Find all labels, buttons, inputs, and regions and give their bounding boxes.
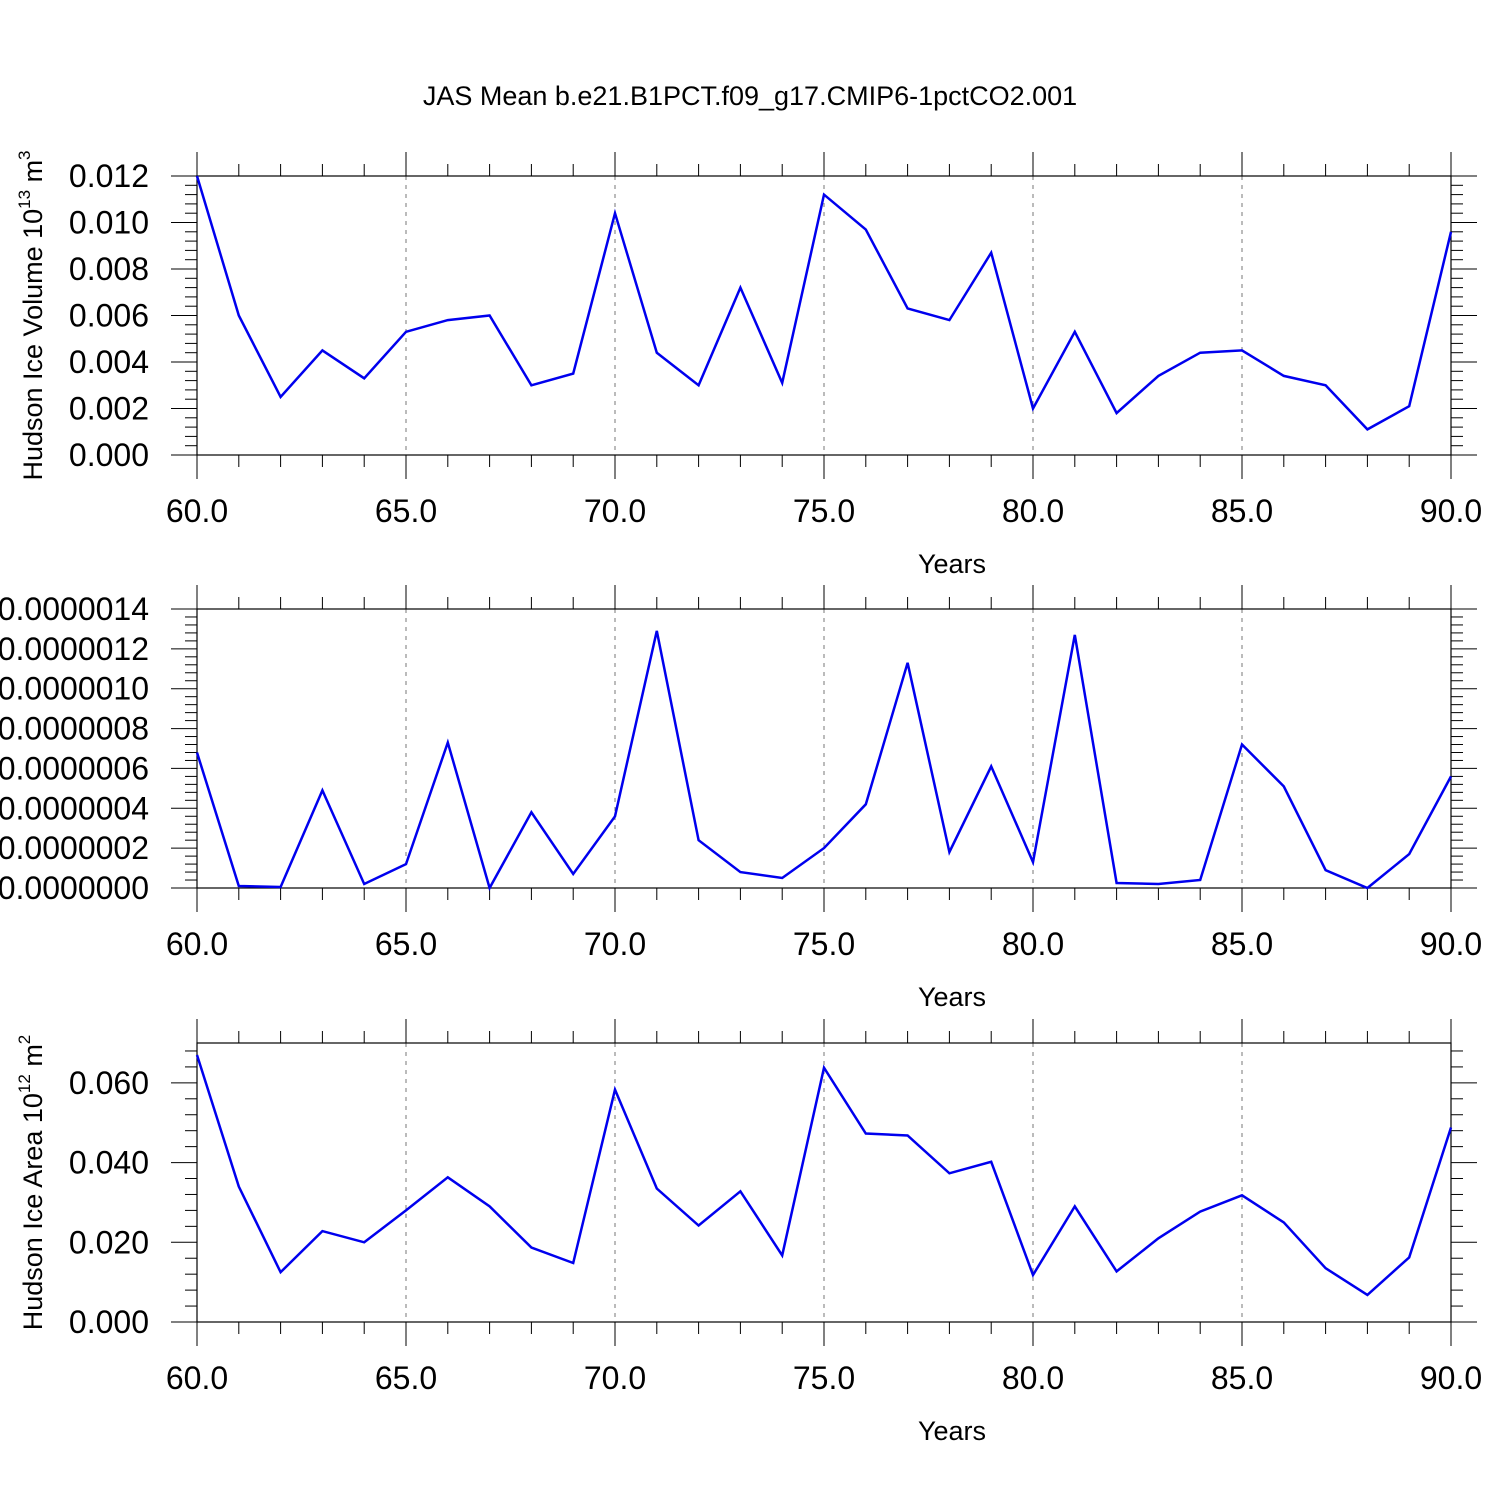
panel-3: 60.0 65.0 70.0 75.0 80.0 85.0 90.0 0.000 0.020 0.… xyxy=(15,1019,1482,1446)
y-tick-label: 0.0000014 xyxy=(0,591,149,627)
y-tick-label: 0.004 xyxy=(69,344,149,380)
y-axis-title: Hudson Ice Area 1012 m2 xyxy=(15,1035,48,1331)
x-tick-label: 65.0 xyxy=(375,493,437,529)
x-axis-title: Years xyxy=(918,982,986,1012)
x-tick-label: 70.0 xyxy=(584,493,646,529)
series-line xyxy=(195,1054,1453,1297)
y-tick-label: 0.002 xyxy=(69,391,149,427)
x-axis-title: Years xyxy=(918,549,986,579)
x-tick-label: 85.0 xyxy=(1211,926,1273,962)
y-tick-label: 0.006 xyxy=(69,298,149,334)
x-tick-label: 80.0 xyxy=(1002,1360,1064,1396)
y-tick-label: 0.0000008 xyxy=(0,711,149,747)
y-tick-label: 0.040 xyxy=(69,1145,149,1181)
series-line xyxy=(195,175,1453,431)
x-tick-label: 60.0 xyxy=(166,493,228,529)
y-axis-title: Hudson Ice Volume 1013 m3 xyxy=(15,150,48,480)
y-tick-label: 0.0000010 xyxy=(0,671,149,707)
x-tick-label: 60.0 xyxy=(166,926,228,962)
x-tick-label: 75.0 xyxy=(793,493,855,529)
y-tick-label: 0.0000012 xyxy=(0,631,149,667)
chart-title: JAS Mean b.e21.B1PCT.f09_g17.CMIP6-1pctC… xyxy=(423,81,1077,111)
x-tick-label: 90.0 xyxy=(1420,1360,1482,1396)
series-line xyxy=(195,630,1453,892)
y-tick-label: 0.060 xyxy=(69,1065,149,1101)
x-tick-label: 80.0 xyxy=(1002,926,1064,962)
x-tick-label: 65.0 xyxy=(375,1360,437,1396)
y-tick-label: 0.000 xyxy=(69,437,149,473)
y-tick-label: 0.000 xyxy=(69,1304,149,1340)
panel-1: 60.0 65.0 70.0 75.0 80.0 85.0 90.0 0.000 0.002 0.… xyxy=(15,150,1482,579)
x-tick-label: 80.0 xyxy=(1002,493,1064,529)
y-tick-label: 0.0000000 xyxy=(0,870,149,906)
x-tick-label: 60.0 xyxy=(166,1360,228,1396)
y-tick-label: 0.0000006 xyxy=(0,750,149,786)
x-tick-label: 70.0 xyxy=(584,926,646,962)
x-tick-label: 85.0 xyxy=(1211,1360,1273,1396)
x-tick-label: 70.0 xyxy=(584,1360,646,1396)
x-tick-label: 90.0 xyxy=(1420,493,1482,529)
x-tick-label: 65.0 xyxy=(375,926,437,962)
x-tick-label: 75.0 xyxy=(793,1360,855,1396)
y-tick-label: 0.010 xyxy=(69,205,149,241)
x-tick-label: 85.0 xyxy=(1211,493,1273,529)
y-tick-label: 0.012 xyxy=(69,158,149,194)
x-axis-title: Years xyxy=(918,1416,986,1446)
x-tick-label: 75.0 xyxy=(793,926,855,962)
y-tick-label: 0.0000002 xyxy=(0,830,149,866)
y-tick-label: 0.008 xyxy=(69,251,149,287)
x-tick-label: 90.0 xyxy=(1420,926,1482,962)
panel-2: 60.0 65.0 70.0 75.0 80.0 85.0 90.0 0.0000000 0.0… xyxy=(0,585,1482,1012)
y-tick-label: 0.020 xyxy=(69,1224,149,1260)
y-tick-label: 0.0000004 xyxy=(0,790,149,826)
